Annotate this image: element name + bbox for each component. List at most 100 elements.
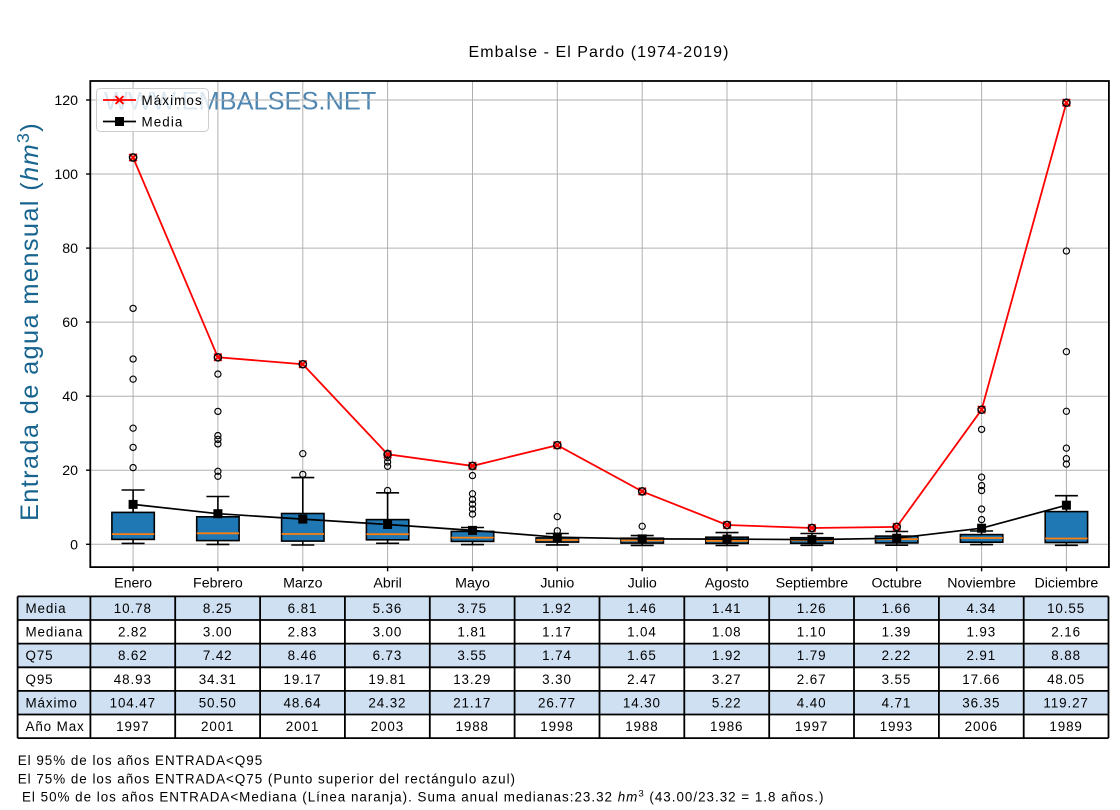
svg-text:3.55: 3.55 bbox=[457, 648, 487, 663]
svg-text:2.16: 2.16 bbox=[1051, 625, 1081, 640]
svg-text:1988: 1988 bbox=[625, 719, 658, 734]
svg-text:14.30: 14.30 bbox=[623, 696, 661, 711]
svg-text:26.77: 26.77 bbox=[538, 696, 576, 711]
svg-text:2003: 2003 bbox=[371, 719, 404, 734]
svg-text:0: 0 bbox=[70, 537, 78, 553]
svg-text:Máximo: Máximo bbox=[26, 696, 78, 711]
svg-text:60: 60 bbox=[62, 315, 78, 331]
svg-text:Agosto: Agosto bbox=[705, 575, 749, 591]
svg-text:48.05: 48.05 bbox=[1047, 672, 1085, 687]
svg-text:1988: 1988 bbox=[456, 719, 489, 734]
svg-text:104.47: 104.47 bbox=[110, 696, 156, 711]
svg-text:1.93: 1.93 bbox=[966, 625, 996, 640]
svg-text:100: 100 bbox=[54, 167, 78, 183]
svg-text:3.27: 3.27 bbox=[712, 672, 742, 687]
svg-text:Octubre: Octubre bbox=[871, 575, 922, 591]
svg-text:Media: Media bbox=[142, 114, 184, 129]
svg-text:Febrero: Febrero bbox=[193, 575, 243, 591]
svg-text:Media: Media bbox=[26, 601, 67, 616]
svg-text:3.00: 3.00 bbox=[203, 625, 233, 640]
svg-text:1.10: 1.10 bbox=[797, 625, 827, 640]
svg-text:6.73: 6.73 bbox=[373, 648, 403, 663]
svg-text:Septiembre: Septiembre bbox=[776, 575, 849, 591]
svg-text:48.93: 48.93 bbox=[114, 672, 152, 687]
svg-text:Abril: Abril bbox=[373, 575, 401, 591]
svg-text:34.31: 34.31 bbox=[199, 672, 237, 687]
svg-text:4.40: 4.40 bbox=[797, 696, 827, 711]
svg-text:1.74: 1.74 bbox=[542, 648, 572, 663]
svg-text:8.62: 8.62 bbox=[118, 648, 148, 663]
svg-text:1.92: 1.92 bbox=[712, 648, 742, 663]
svg-text:1989: 1989 bbox=[1049, 719, 1082, 734]
svg-text:1.08: 1.08 bbox=[712, 625, 742, 640]
svg-text:El 95% de los años ENTRADA<Q95: El 95% de los años ENTRADA<Q95 bbox=[18, 753, 263, 768]
svg-text:17.66: 17.66 bbox=[962, 672, 1000, 687]
svg-text:2.22: 2.22 bbox=[882, 648, 912, 663]
svg-text:2.91: 2.91 bbox=[966, 648, 996, 663]
svg-text:3.00: 3.00 bbox=[373, 625, 403, 640]
svg-text:El 75% de los años ENTRADA<Q75: El 75% de los años ENTRADA<Q75 (Punto su… bbox=[18, 772, 516, 787]
svg-text:2.82: 2.82 bbox=[118, 625, 148, 640]
svg-text:1.41: 1.41 bbox=[712, 601, 742, 616]
svg-text:1.79: 1.79 bbox=[797, 648, 827, 663]
svg-text:19.81: 19.81 bbox=[368, 672, 406, 687]
svg-text:Noviembre: Noviembre bbox=[947, 575, 1016, 591]
svg-text:10.78: 10.78 bbox=[114, 601, 152, 616]
svg-text:2006: 2006 bbox=[965, 719, 998, 734]
svg-text:8.25: 8.25 bbox=[203, 601, 233, 616]
svg-text:Embalse - El Pardo (1974-2019): Embalse - El Pardo (1974-2019) bbox=[469, 44, 730, 61]
svg-text:Entrada de agua mensual (hm3): Entrada de agua mensual (hm3) bbox=[13, 122, 44, 521]
svg-text:10.55: 10.55 bbox=[1047, 601, 1085, 616]
svg-text:24.32: 24.32 bbox=[368, 696, 406, 711]
svg-text:5.36: 5.36 bbox=[373, 601, 403, 616]
svg-text:119.27: 119.27 bbox=[1043, 696, 1088, 711]
svg-text:Mayo: Mayo bbox=[455, 575, 490, 591]
svg-text:Mediana: Mediana bbox=[26, 625, 84, 640]
svg-text:1.81: 1.81 bbox=[457, 625, 487, 640]
svg-text:1993: 1993 bbox=[880, 719, 913, 734]
svg-text:Q75: Q75 bbox=[26, 648, 54, 663]
svg-text:4.71: 4.71 bbox=[882, 696, 912, 711]
svg-text:Julio: Julio bbox=[628, 575, 657, 591]
svg-text:36.35: 36.35 bbox=[962, 696, 1000, 711]
svg-text:120: 120 bbox=[54, 93, 78, 109]
svg-text:6.81: 6.81 bbox=[288, 601, 318, 616]
svg-text:Junio: Junio bbox=[540, 575, 574, 591]
svg-text:1997: 1997 bbox=[795, 719, 828, 734]
svg-text:2.67: 2.67 bbox=[797, 672, 827, 687]
svg-text:1.66: 1.66 bbox=[882, 601, 912, 616]
svg-text:Máximos: Máximos bbox=[142, 93, 203, 108]
svg-text:2001: 2001 bbox=[201, 719, 234, 734]
svg-text:Diciembre: Diciembre bbox=[1034, 575, 1098, 591]
svg-text:1.04: 1.04 bbox=[627, 625, 657, 640]
svg-text:20: 20 bbox=[62, 463, 78, 479]
svg-text:21.17: 21.17 bbox=[453, 696, 491, 711]
svg-text:4.34: 4.34 bbox=[966, 601, 996, 616]
svg-text:19.17: 19.17 bbox=[283, 672, 321, 687]
svg-text:Q95: Q95 bbox=[26, 672, 54, 687]
svg-text:80: 80 bbox=[62, 241, 78, 257]
svg-text:1.92: 1.92 bbox=[542, 601, 572, 616]
svg-text:13.29: 13.29 bbox=[453, 672, 491, 687]
svg-text:3.55: 3.55 bbox=[882, 672, 912, 687]
svg-text:2001: 2001 bbox=[286, 719, 319, 734]
svg-text:1998: 1998 bbox=[540, 719, 573, 734]
svg-text:Enero: Enero bbox=[114, 575, 152, 591]
svg-text:2.83: 2.83 bbox=[288, 625, 318, 640]
svg-text:1.46: 1.46 bbox=[627, 601, 657, 616]
svg-text:8.88: 8.88 bbox=[1051, 648, 1081, 663]
svg-text:1.17: 1.17 bbox=[542, 625, 572, 640]
svg-text:1.26: 1.26 bbox=[797, 601, 827, 616]
svg-text:1986: 1986 bbox=[710, 719, 743, 734]
svg-text:1.39: 1.39 bbox=[882, 625, 912, 640]
svg-text:7.42: 7.42 bbox=[203, 648, 233, 663]
svg-text:48.64: 48.64 bbox=[283, 696, 321, 711]
svg-text:40: 40 bbox=[62, 389, 78, 405]
svg-text:1.65: 1.65 bbox=[627, 648, 657, 663]
svg-text:5.22: 5.22 bbox=[712, 696, 742, 711]
svg-text:2.47: 2.47 bbox=[627, 672, 657, 687]
svg-text:3.75: 3.75 bbox=[457, 601, 487, 616]
svg-text:8.46: 8.46 bbox=[288, 648, 318, 663]
svg-text:El 50% de los años ENTRADA<Med: El 50% de los años ENTRADA<Mediana (Líne… bbox=[22, 788, 824, 804]
svg-text:Año Max: Año Max bbox=[26, 719, 85, 734]
